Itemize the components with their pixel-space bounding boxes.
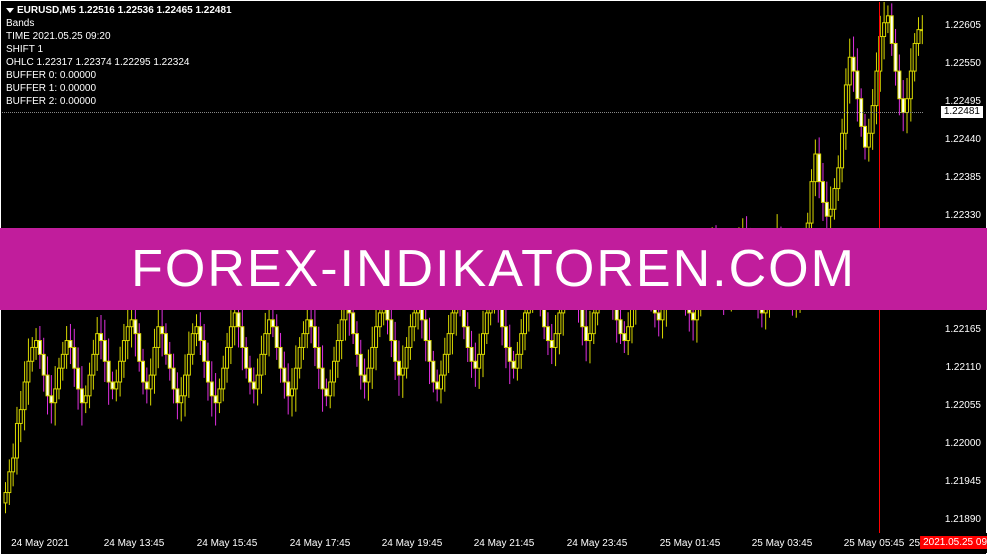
price-tick-label: 1.22550 (945, 59, 981, 69)
price-tick-label: 1.22000 (945, 439, 981, 449)
dropdown-icon (6, 8, 14, 13)
price-tick-label: 1.22330 (945, 211, 981, 221)
info-buffer2: BUFFER 2: 0.00000 (6, 95, 232, 108)
price-tick-label: 1.22440 (945, 135, 981, 145)
price-tick-label: 1.21890 (945, 515, 981, 525)
price-tick-label: 1.22605 (945, 21, 981, 31)
watermark-banner: FOREX-INDIKATOREN.COM (0, 228, 987, 310)
time-tick-label: 25 May 05:45 (844, 538, 905, 549)
time-tick-label: 24 May 21:45 (474, 538, 535, 549)
price-tick-label: 1.22165 (945, 325, 981, 335)
info-buffer1: BUFFER 1: 0.00000 (6, 82, 232, 95)
info-buffer0: BUFFER 0: 0.00000 (6, 69, 232, 82)
price-tick-label: 1.21945 (945, 477, 981, 487)
info-time: TIME 2021.05.25 09:20 (6, 30, 232, 43)
time-tick-label: 25 May 01:45 (660, 538, 721, 549)
indicator-name: Bands (6, 17, 232, 30)
chart-info-overlay: EURUSD,M5 1.22516 1.22536 1.22465 1.2248… (6, 4, 232, 108)
current-price-label: 1.22481 (941, 106, 983, 118)
price-tick-label: 1.22385 (945, 173, 981, 183)
price-tick-label: 1.22110 (946, 363, 981, 373)
info-ohlc: OHLC 1.22317 1.22374 1.22295 1.22324 (6, 56, 232, 69)
symbol-header: EURUSD,M5 1.22516 1.22536 1.22465 1.2248… (6, 4, 232, 17)
time-tick-label: 24 May 13:45 (104, 538, 165, 549)
info-shift: SHIFT 1 (6, 43, 232, 56)
price-tick-label: 1.22055 (945, 401, 981, 411)
cursor-time-label: 2021.05.25 09:20 (920, 536, 987, 549)
time-tick-label: 24 May 2021 (11, 538, 69, 549)
watermark-text: FOREX-INDIKATOREN.COM (131, 239, 856, 299)
time-tick-label: 24 May 15:45 (197, 538, 258, 549)
time-tick-label: 24 May 23:45 (567, 538, 628, 549)
bid-price-line (2, 112, 925, 113)
time-tick-label: 25 May 03:45 (752, 538, 813, 549)
time-axis: 24 May 2021 24 May 13:45 24 May 15:45 24 Ma… (2, 533, 987, 553)
time-tick-label: 24 May 19:45 (382, 538, 443, 549)
time-tick-label: 24 May 17:45 (290, 538, 351, 549)
